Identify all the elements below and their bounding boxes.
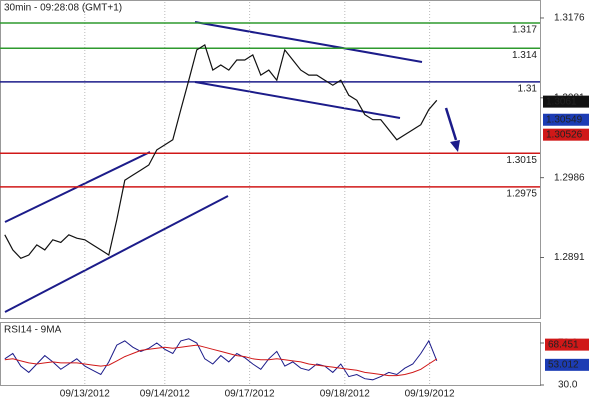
rsi-line xyxy=(4,344,438,377)
y-tick-label: 1.2986 xyxy=(554,172,585,183)
price-marker xyxy=(543,113,589,126)
rsi-title: RSI14 - 9MA xyxy=(4,325,62,336)
price-line xyxy=(4,43,438,260)
arrow-head xyxy=(450,140,460,152)
arrow xyxy=(444,107,458,141)
x-tick-label: 09/17/2012 xyxy=(225,389,275,400)
rsi-panel xyxy=(0,322,541,386)
price-marker-label: 1.30549 xyxy=(546,114,583,125)
rsi-tick-label: 30.0 xyxy=(558,380,578,391)
rsi-marker xyxy=(545,358,589,371)
x-tick-label: 09/14/2012 xyxy=(140,389,190,400)
trend-line xyxy=(4,195,229,313)
rsi-line xyxy=(4,338,438,381)
rsi-marker-label: 68.451 xyxy=(548,339,579,350)
price-marker-label: 1.3061 xyxy=(546,96,577,107)
price-marker xyxy=(543,128,589,141)
x-tick-label: 09/19/2012 xyxy=(405,389,455,400)
level-label: 1.3015 xyxy=(506,155,537,166)
rsi-marker xyxy=(545,338,589,351)
x-tick-label: 09/13/2012 xyxy=(60,389,110,400)
level-label: 1.2975 xyxy=(506,189,537,200)
y-tick-label: 1.3176 xyxy=(554,13,585,24)
x-tick-label: 09/18/2012 xyxy=(320,389,370,400)
trend-line xyxy=(194,21,423,63)
level-label: 1.314 xyxy=(512,50,537,61)
price-panel xyxy=(0,0,541,319)
level-label: 1.31 xyxy=(518,83,538,94)
chart-title: 30min - 09:28:08 (GMT+1) xyxy=(4,3,122,14)
trend-line xyxy=(194,81,401,119)
price-marker-label: 1.30526 xyxy=(546,129,583,140)
level-label: 1.317 xyxy=(512,25,537,36)
price-marker xyxy=(543,95,589,108)
y-tick-label: 1.2891 xyxy=(554,252,585,263)
rsi-marker-label: 53.012 xyxy=(548,359,579,370)
